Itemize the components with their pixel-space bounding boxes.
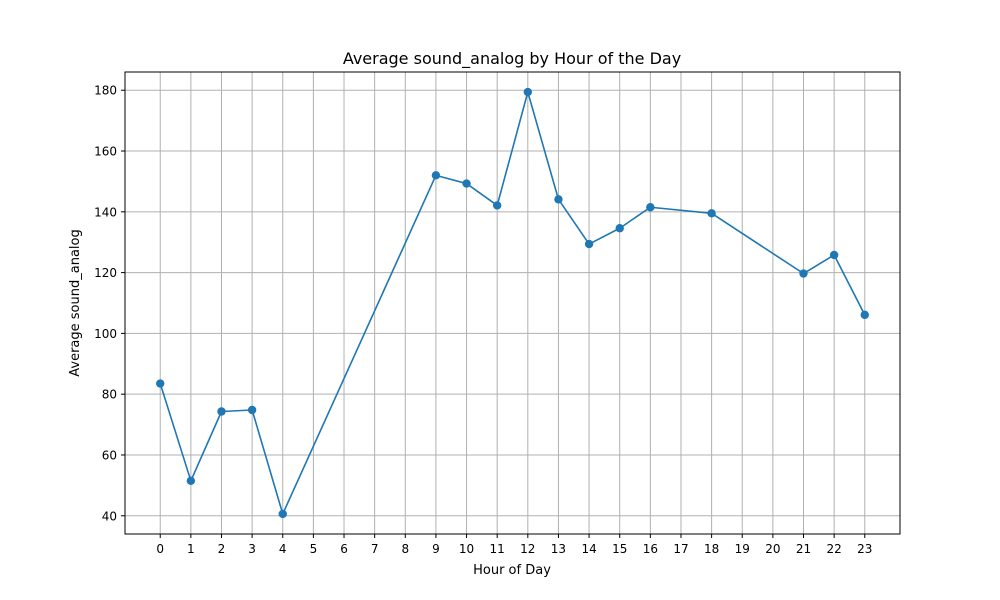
x-tick-label: 22 (826, 542, 841, 556)
y-tick-label: 80 (102, 388, 117, 402)
x-tick-label: 15 (612, 542, 627, 556)
y-tick-label: 140 (94, 205, 117, 219)
data-point (247, 405, 257, 415)
x-tick-label: 2 (218, 542, 226, 556)
data-point (523, 87, 533, 97)
data-point (646, 203, 655, 212)
x-tick-label: 20 (765, 542, 780, 556)
x-axis: 0 1 2 3 4 5 6 7 8 9 10 11 12 13 14 15 16 17 18 19 20 21 22 23 (156, 534, 872, 556)
y-axis-label: Average sound_analog (68, 229, 83, 376)
plot-area-frame (124, 71, 901, 535)
y-tick-label: 160 (94, 145, 117, 159)
x-tick-label: 5 (310, 542, 318, 556)
data-point (799, 269, 808, 278)
data-point (278, 509, 287, 519)
chart-title: Average sound_analog by Hour of the Day (343, 49, 681, 69)
x-tick-label: 11 (490, 542, 505, 556)
x-tick-label: 18 (704, 542, 719, 556)
y-tick-label: 100 (94, 327, 117, 341)
data-point (860, 310, 869, 320)
series-layer (156, 87, 869, 519)
x-tick-label: 8 (401, 542, 409, 556)
x-tick-label: 10 (459, 542, 474, 556)
data-point (462, 179, 471, 188)
y-tick-label: 40 (102, 509, 117, 523)
x-tick-label: 1 (187, 542, 195, 556)
x-tick-label: 23 (857, 542, 872, 556)
data-point (217, 407, 226, 416)
x-tick-label: 16 (643, 542, 658, 556)
data-point (156, 379, 165, 388)
x-tick-label: 12 (520, 542, 535, 556)
data-point (707, 209, 716, 218)
y-tick-label: 60 (102, 448, 117, 462)
x-tick-label: 4 (279, 542, 287, 556)
y-tick-label: 180 (94, 84, 117, 98)
y-tick-label: 120 (94, 266, 117, 280)
x-tick-label: 21 (796, 542, 811, 556)
y-axis: 40 60 80 100 120 140 160 180 (94, 84, 125, 523)
x-tick-label: 13 (551, 542, 566, 556)
x-tick-label: 6 (340, 542, 348, 556)
x-tick-label: 9 (432, 542, 440, 556)
x-tick-label: 17 (673, 542, 688, 556)
x-tick-label: 3 (248, 542, 256, 556)
data-point (829, 250, 839, 260)
x-tick-label: 7 (371, 542, 379, 556)
x-axis-label: Hour of Day (473, 563, 551, 578)
x-tick-label: 0 (156, 542, 164, 556)
x-tick-label: 14 (581, 542, 596, 556)
data-point (186, 476, 196, 486)
grid (125, 72, 900, 534)
data-point (431, 171, 441, 180)
data-point (554, 195, 563, 204)
series-line (159, 91, 866, 515)
x-tick-label: 19 (735, 542, 750, 556)
data-point (584, 239, 594, 249)
data-point (615, 224, 624, 233)
data-point (492, 201, 502, 210)
